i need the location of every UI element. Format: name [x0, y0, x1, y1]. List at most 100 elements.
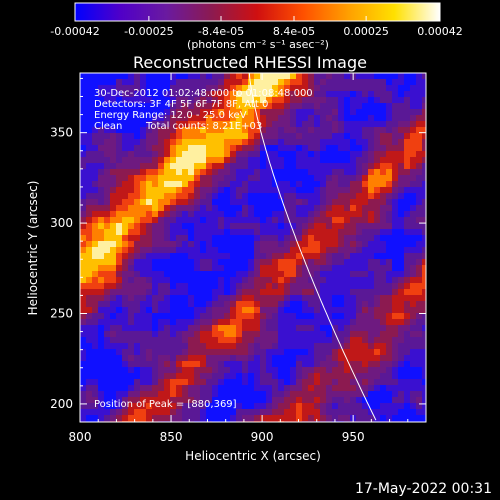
heatmap-cell: [242, 205, 249, 212]
heatmap-cell: [110, 277, 117, 284]
heatmap-cell: [104, 355, 111, 362]
heatmap-cell: [260, 151, 267, 158]
heatmap-cell: [266, 259, 273, 266]
heatmap-cell: [398, 73, 405, 80]
heatmap-cell: [332, 229, 339, 236]
heatmap-cell: [122, 289, 129, 296]
heatmap-cell: [194, 199, 201, 206]
heatmap-cell: [182, 199, 189, 206]
heatmap-cell: [266, 79, 273, 86]
heatmap-cell: [398, 175, 405, 182]
heatmap-cell: [242, 253, 249, 260]
heatmap-cell: [296, 163, 303, 170]
heatmap-cell: [176, 157, 183, 164]
heatmap-cell: [218, 337, 225, 344]
heatmap-cell: [416, 205, 423, 212]
heatmap-cell: [170, 223, 177, 230]
heatmap-cell: [230, 223, 237, 230]
heatmap-cell: [350, 289, 357, 296]
heatmap-cell: [212, 277, 219, 284]
heatmap-cell: [302, 115, 309, 122]
heatmap-cell: [302, 367, 309, 374]
heatmap-cell: [170, 115, 177, 122]
heatmap-cell: [284, 79, 291, 86]
heatmap-cell: [104, 265, 111, 272]
heatmap-cell: [152, 325, 159, 332]
heatmap-cell: [266, 169, 273, 176]
heatmap-cell: [194, 241, 201, 248]
heatmap-cell: [356, 211, 363, 218]
heatmap-cell: [320, 79, 327, 86]
heatmap-cell: [236, 127, 243, 134]
heatmap-cell: [194, 211, 201, 218]
heatmap-cell: [170, 307, 177, 314]
heatmap-cell: [182, 193, 189, 200]
heatmap-cell: [356, 283, 363, 290]
heatmap-cell: [134, 193, 141, 200]
heatmap-cell: [362, 157, 369, 164]
heatmap-cell: [140, 127, 147, 134]
heatmap-cell: [422, 283, 426, 290]
heatmap-cell: [104, 73, 111, 80]
heatmap-cell: [368, 253, 375, 260]
heatmap-cell: [98, 325, 105, 332]
heatmap-cell: [284, 157, 291, 164]
heatmap-cell: [218, 277, 225, 284]
heatmap-cell: [296, 211, 303, 218]
heatmap-cell: [134, 271, 141, 278]
heatmap-cell: [422, 91, 426, 98]
heatmap-cell: [134, 181, 141, 188]
heatmap-cell: [296, 145, 303, 152]
heatmap-cell: [362, 109, 369, 116]
heatmap-cell: [224, 115, 231, 122]
heatmap-cell: [296, 325, 303, 332]
heatmap-cell: [284, 391, 291, 398]
heatmap-cell: [290, 355, 297, 362]
heatmap-cell: [392, 277, 399, 284]
heatmap-cell: [422, 307, 426, 314]
heatmap-cell: [176, 343, 183, 350]
heatmap-cell: [86, 415, 93, 422]
heatmap-cell: [308, 211, 315, 218]
heatmap-cell: [110, 169, 117, 176]
heatmap-cell: [86, 253, 93, 260]
heatmap-cell: [128, 175, 135, 182]
heatmap-cell: [230, 259, 237, 266]
heatmap-cell: [368, 139, 375, 146]
heatmap-cell: [308, 295, 315, 302]
heatmap-cell: [158, 337, 165, 344]
heatmap-cell: [362, 391, 369, 398]
heatmap-cell: [350, 145, 357, 152]
heatmap-cell: [416, 187, 423, 194]
heatmap-cell: [206, 241, 213, 248]
heatmap-cell: [200, 289, 207, 296]
heatmap-cell: [188, 115, 195, 122]
heatmap-cell: [380, 415, 387, 422]
heatmap-cell: [374, 397, 381, 404]
heatmap-cell: [350, 325, 357, 332]
heatmap-cell: [176, 199, 183, 206]
heatmap-cell: [308, 271, 315, 278]
heatmap-cell: [206, 181, 213, 188]
heatmap-cell: [110, 319, 117, 326]
heatmap-cell: [350, 349, 357, 356]
heatmap-cell: [98, 361, 105, 368]
heatmap-cell: [296, 73, 303, 80]
heatmap-cell: [320, 265, 327, 272]
heatmap-cell: [98, 97, 105, 104]
heatmap-cell: [176, 217, 183, 224]
heatmap-cell: [248, 79, 255, 86]
heatmap-cell: [296, 247, 303, 254]
heatmap-cell: [314, 337, 321, 344]
heatmap-cell: [266, 217, 273, 224]
heatmap-cell: [188, 283, 195, 290]
heatmap-cell: [314, 307, 321, 314]
heatmap-cell: [374, 289, 381, 296]
heatmap-cell: [254, 415, 261, 422]
heatmap-cell: [290, 79, 297, 86]
heatmap-cell: [272, 187, 279, 194]
heatmap-cell: [386, 409, 393, 416]
heatmap-cell: [314, 211, 321, 218]
heatmap-cell: [194, 283, 201, 290]
heatmap-cell: [122, 103, 129, 110]
